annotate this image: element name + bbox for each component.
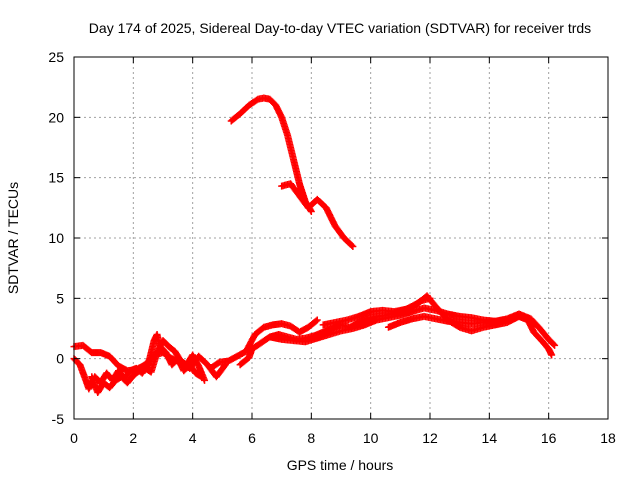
grid <box>74 57 608 419</box>
data-point <box>313 316 321 324</box>
x-axis-label: GPS time / hours <box>287 457 394 473</box>
series-arc-late-2 <box>384 310 559 349</box>
data-points <box>70 94 559 396</box>
data-point <box>349 242 357 250</box>
data-point <box>548 351 556 359</box>
x-tick-label: 8 <box>307 430 315 446</box>
y-tick-label: 25 <box>48 49 64 65</box>
x-tick-label: 10 <box>363 430 379 446</box>
y-tick-label: 0 <box>56 351 64 367</box>
series-arc-rise <box>206 316 321 372</box>
data-point <box>551 341 559 349</box>
data-point <box>312 317 320 325</box>
x-tick-label: 2 <box>129 430 137 446</box>
y-axis-label: SDTVAR / TECUs <box>5 182 21 294</box>
data-point <box>201 376 209 384</box>
y-tick-label: -5 <box>52 411 65 427</box>
x-tick-label: 16 <box>541 430 557 446</box>
x-tick-label: 14 <box>482 430 498 446</box>
x-tick-label: 4 <box>189 430 197 446</box>
y-tick-label: 20 <box>48 109 64 125</box>
data-point <box>550 340 558 348</box>
data-point <box>348 241 356 249</box>
x-tick-label: 18 <box>600 430 616 446</box>
y-tick-label: 15 <box>48 170 64 186</box>
series-arc-early-3 <box>88 337 209 396</box>
chart-title: Day 174 of 2025, Sidereal Day-to-day VTE… <box>89 20 591 36</box>
x-tick-label: 6 <box>248 430 256 446</box>
y-tick-label: 10 <box>48 230 64 246</box>
series-arc-high-tail <box>278 180 357 250</box>
y-tick-label: 5 <box>56 290 64 306</box>
axis-ticks: 0 2 4 6 8 10 12 14 16 18 -5 0 5 10 15 20 25 <box>48 49 616 446</box>
x-tick-label: 12 <box>422 430 438 446</box>
series-arc-mid-2 <box>266 304 523 346</box>
x-tick-label: 0 <box>70 430 78 446</box>
